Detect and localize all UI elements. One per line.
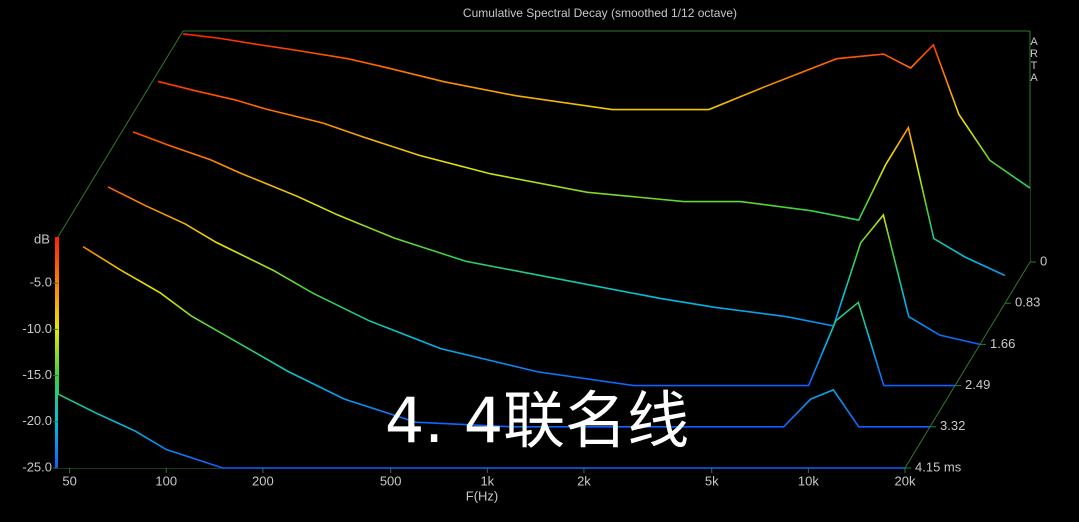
x-tick-label: 200 bbox=[252, 473, 274, 488]
y-tick-label: -25.0 bbox=[22, 459, 52, 474]
y-axis-label: dB bbox=[34, 231, 50, 246]
brand: ARTA bbox=[1028, 36, 1040, 84]
z-tick-label: 2.49 bbox=[965, 377, 990, 392]
x-tick-label: 50 bbox=[62, 473, 76, 488]
z-tick-label: 1.66 bbox=[990, 336, 1015, 351]
x-tick-label: 100 bbox=[155, 473, 177, 488]
z-tick-label: 4.15 ms bbox=[915, 459, 962, 474]
z-tick-label: 3.32 bbox=[940, 418, 965, 433]
decay-slice bbox=[82, 245, 930, 428]
slice-mask bbox=[58, 394, 905, 468]
slice-mask bbox=[133, 131, 980, 345]
watermark: 4. 4联名线 bbox=[385, 384, 689, 457]
axis-line bbox=[57, 30, 184, 238]
slice-mask bbox=[83, 246, 930, 427]
z-tick-label: 0 bbox=[1040, 253, 1047, 268]
x-tick-label: 10k bbox=[798, 473, 819, 488]
y-tick-label: -15.0 bbox=[22, 367, 52, 382]
decay-slice bbox=[107, 186, 955, 387]
axis-line bbox=[904, 261, 1031, 469]
x-tick-label: 1k bbox=[480, 473, 494, 488]
decay-slice bbox=[157, 80, 1006, 277]
chart-title: Cumulative Spectral Decay (smoothed 1/12… bbox=[463, 6, 737, 20]
z-tick-label: 0.83 bbox=[1015, 295, 1040, 310]
plot: -5.0 -10.0 -15.0 -20.0 -25.0 50 100 200 500 1k 2k 5… bbox=[22, 30, 1047, 488]
x-tick-label: 500 bbox=[380, 473, 402, 488]
x-tick-label: 2k bbox=[577, 473, 591, 488]
decay-slice bbox=[57, 393, 905, 469]
y-tick-label: -20.0 bbox=[22, 413, 52, 428]
y-tick-label: -10.0 bbox=[22, 321, 52, 336]
slice-mask bbox=[108, 186, 955, 386]
colorbar bbox=[55, 237, 59, 468]
x-axis-label: F(Hz) bbox=[466, 488, 499, 503]
decay-slice bbox=[182, 32, 1031, 189]
y-tick-label: -5.0 bbox=[30, 275, 52, 290]
decay-slice bbox=[132, 131, 981, 346]
x-tick-label: 5k bbox=[705, 473, 719, 488]
x-tick-label: 20k bbox=[895, 473, 916, 488]
